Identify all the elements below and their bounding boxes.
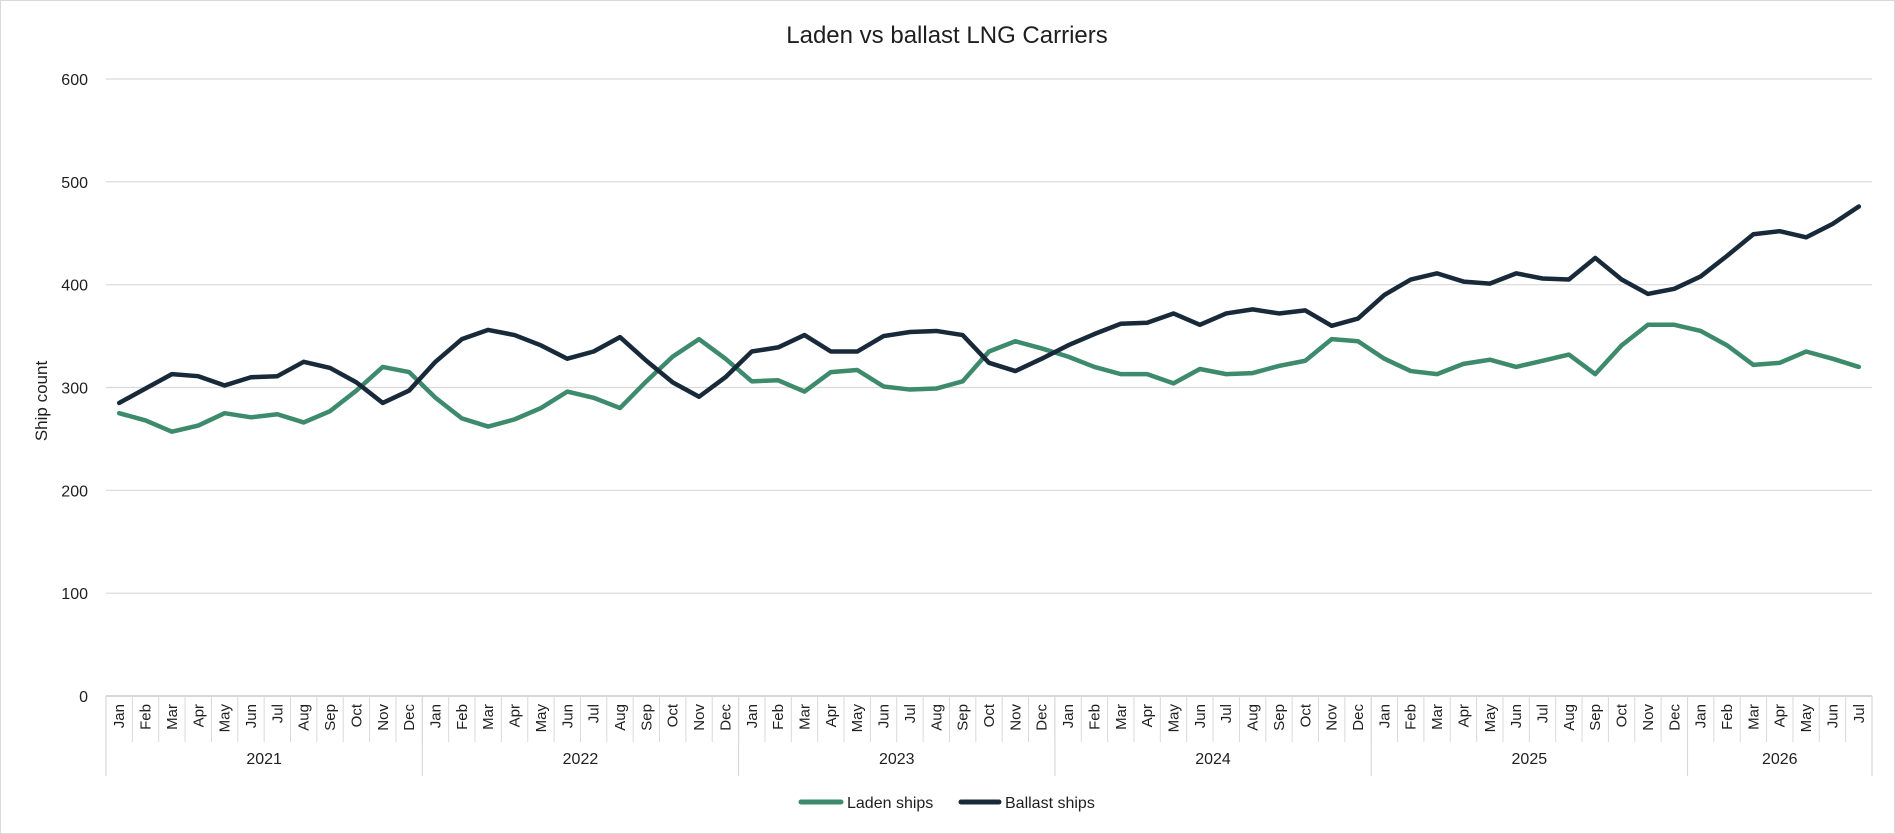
year-label: 2021 [246,751,282,768]
x-tick-label: May [849,704,866,733]
x-tick-label: Aug [1561,704,1578,731]
x-tick-label: Mar [1429,704,1446,730]
x-tick-label: Jan [427,704,444,728]
year-label: 2024 [1195,751,1231,768]
x-tick-label: Jul [1218,704,1235,723]
x-tick-label: Jan [744,704,761,728]
x-tick-label: Jun [243,704,260,728]
x-tick-label: May [1482,704,1499,733]
x-axis: Jan Feb Mar Apr May Jun Jul Aug Sep Oct Nov Dec Jan F… [105,695,1873,776]
x-tick-label: Jun [876,704,893,728]
y-tick-label: 200 [61,483,88,500]
x-tick-label: Dec [1666,704,1683,731]
x-tick-label: Apr [1139,704,1156,727]
x-tick-label: Mar [1113,704,1130,730]
x-tick-label: Oct [348,703,365,727]
y-axis: 0 100 200 300 400 500 600 [61,72,88,706]
x-tick-label: Aug [296,704,313,731]
y-tick-label: 600 [61,72,88,89]
x-tick-label: Feb [770,704,787,730]
x-tick-label: Mar [480,704,497,730]
x-tick-label: Apr [1772,704,1789,727]
x-tick-label: Sep [1587,704,1604,731]
x-tick-label: Jul [586,704,603,723]
x-tick-label: Jul [269,704,286,723]
year-label: 2026 [1762,751,1798,768]
x-tick-label: Dec [1034,704,1051,731]
x-tick-label: Aug [928,704,945,731]
x-tick-label: Mar [796,704,813,730]
x-tick-label: Jun [1192,704,1209,728]
x-tick-label: Jan [1060,704,1077,728]
year-label: 2023 [879,751,915,768]
x-tick-label: Jun [1824,704,1841,728]
x-tick-label: Jun [1508,704,1525,728]
x-tick-label: Oct [1614,703,1631,727]
x-tick-label: Apr [823,704,840,727]
x-tick-label: Nov [1324,704,1341,731]
x-tick-label: Nov [1007,704,1024,731]
legend-label-laden: Laden ships [847,795,933,812]
series-line-ballast [116,204,1862,406]
y-tick-label: 0 [79,689,88,706]
gridlines [106,78,1872,594]
x-tick-label: May [533,704,550,733]
x-tick-label: Dec [717,704,734,731]
x-tick-label: Oct [981,703,998,727]
y-tick-label: 400 [61,278,88,295]
legend-label-ballast: Ballast ships [1005,795,1095,812]
x-tick-label: Nov [1640,704,1657,731]
x-tick-label: Jan [111,704,128,728]
x-tick-label: Jul [1851,704,1868,723]
x-tick-label: Sep [955,704,972,731]
x-tick-label: Feb [1403,704,1420,730]
x-tick-label: Apr [190,704,207,727]
year-label: 2025 [1512,751,1548,768]
x-tick-label: May [1798,704,1815,733]
x-tick-label: Jul [902,704,919,723]
x-tick-label: Mar [1745,704,1762,730]
x-tick-label: Feb [454,704,471,730]
x-tick-label: Apr [507,704,524,727]
y-axis-title: Ship count [32,361,51,442]
x-tick-label: Feb [1086,704,1103,730]
series-line-laden [116,322,1862,434]
x-tick-label: Jan [1376,704,1393,728]
x-tick-label: Sep [1271,704,1288,731]
x-tick-label: Oct [665,703,682,727]
chart-title: Laden vs ballast LNG Carriers [786,22,1107,49]
x-tick-label: Dec [401,704,418,731]
x-tick-label: Aug [1245,704,1262,731]
x-tick-label: Feb [138,704,155,730]
x-tick-label: Aug [612,704,629,731]
x-tick-label: Oct [1297,703,1314,727]
x-tick-label: Nov [691,704,708,731]
x-tick-label: Nov [375,704,392,731]
legend: Laden ships Ballast ships [798,795,1095,812]
x-tick-label: Sep [322,704,339,731]
series-lines [116,204,1862,434]
x-tick-label: Sep [638,704,655,731]
x-tick-label: Mar [164,704,181,730]
y-tick-label: 500 [61,175,88,192]
x-tick-label: May [1166,704,1183,733]
y-tick-label: 100 [61,586,88,603]
x-tick-label: Dec [1350,704,1367,731]
year-label: 2022 [563,751,599,768]
x-tick-label: Jun [559,704,576,728]
y-tick-label: 300 [61,381,88,398]
x-tick-label: Feb [1719,704,1736,730]
x-tick-label: Apr [1455,704,1472,727]
x-tick-label: Jul [1535,704,1552,723]
x-tick-label: May [217,704,234,733]
x-tick-label: Jan [1693,704,1710,728]
